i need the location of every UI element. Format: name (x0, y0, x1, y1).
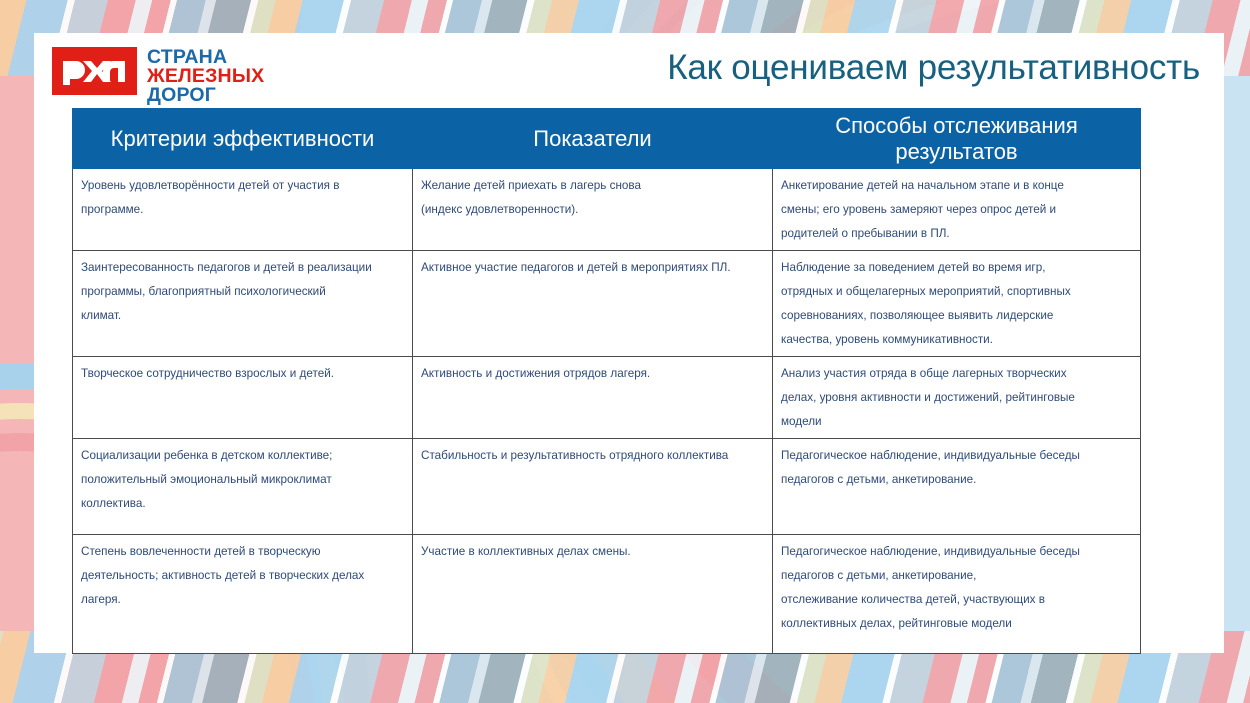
logo-line-1: СТРАНА (147, 46, 228, 68)
cell-indicators: Участие в коллективных делах смены. (412, 533, 773, 654)
cell-text-line: Анализ участия отряда в обще лагерных тв… (781, 366, 1067, 380)
cell-criteria: Социализации ребенка в детском коллектив… (72, 437, 413, 535)
cell-text-line: Анкетирование детей на начальном этапе и… (781, 179, 1064, 192)
cell-text-line: программе. (81, 202, 144, 216)
cell-text-line: Стабильность и результативность отрядног… (421, 448, 729, 462)
cell-text-line: коллективных делах, рейтинговые модели (781, 616, 1012, 630)
rzd-logo: СТРАНА ЖЕЛЕЗНЫХ ДОРОГ (52, 47, 264, 105)
cell-text-line: делах, уровня активности и достижений, р… (781, 390, 1075, 404)
criteria-table-wrapper: Критерии эффективности Показатели Способ… (72, 108, 1141, 654)
cell-text-line: родителей о пребывании в ПЛ. (781, 226, 950, 240)
cell-methods: Педагогическое наблюдение, индивидуальны… (772, 533, 1141, 654)
cell-indicators: Желание детей приехать в лагерь снова (ин… (412, 168, 773, 251)
table-row: Социализации ребенка в детском коллектив… (72, 437, 1141, 535)
cell-criteria: Степень вовлеченности детей в творческую… (72, 533, 413, 654)
cell-text-line: положительный эмоциональный микроклимат (81, 472, 332, 486)
table-header-row: Критерии эффективности Показатели Способ… (72, 108, 1141, 169)
column-header-criteria: Критерии эффективности (72, 108, 413, 169)
cell-methods: Наблюдение за поведением детей во время … (772, 249, 1141, 357)
column-header-indicators: Показатели (412, 108, 773, 169)
table-row: Заинтересованность педагогов и детей в р… (72, 249, 1141, 357)
cell-text-line: программы, благоприятный психологический (81, 284, 326, 298)
cell-text-line: отслеживание количества детей, участвующ… (781, 592, 1045, 606)
cell-text-line: отрядных и общелагерных мероприятий, спо… (781, 284, 1071, 298)
logo-wordmark: СТРАНА ЖЕЛЕЗНЫХ ДОРОГ (147, 47, 264, 105)
column-header-methods: Способы отслеживания результатов (772, 108, 1141, 169)
criteria-table: Критерии эффективности Показатели Способ… (72, 108, 1141, 654)
table-row: Творческое сотрудничество взрослых и дет… (72, 355, 1141, 439)
cell-text-line: Наблюдение за поведением детей во время … (781, 260, 1046, 274)
cell-criteria: Уровень удовлетворённости детей от участ… (72, 168, 413, 251)
cell-methods: Педагогическое наблюдение, индивидуальны… (772, 437, 1141, 535)
cell-text-line: коллектива. (81, 496, 146, 510)
cell-text-line: климат. (81, 308, 122, 322)
cell-text-line: модели (781, 414, 822, 428)
cell-text-line: педагогов с детьми, анкетирование, (781, 568, 977, 582)
cell-text-line: Желание детей приехать в лагерь снова (421, 179, 641, 192)
cell-text-line: Педагогическое наблюдение, индивидуальны… (781, 448, 1080, 462)
cell-text-line: Уровень удовлетворённости детей от участ… (81, 179, 340, 192)
cell-text-line: Активное участие педагогов и детей в мер… (421, 260, 731, 274)
cell-text-line: Социализации ребенка в детском коллектив… (81, 448, 333, 462)
cell-indicators: Активность и достижения отрядов лагеря. (412, 355, 773, 439)
table-row: Уровень удовлетворённости детей от участ… (72, 168, 1141, 251)
cell-criteria: Заинтересованность педагогов и детей в р… (72, 249, 413, 357)
logo-line-3: ДОРОГ (147, 83, 217, 106)
cell-text-line: качества, уровень коммуникативности. (781, 332, 993, 346)
cell-text-line: Педагогическое наблюдение, индивидуальны… (781, 544, 1080, 558)
cell-text-line: педагогов с детьми, анкетирование. (781, 472, 977, 486)
table-body: Уровень удовлетворённости детей от участ… (72, 168, 1141, 654)
cell-indicators: Активное участие педагогов и детей в мер… (412, 249, 773, 357)
cell-text-line: деятельность; активность детей в творчес… (81, 568, 365, 582)
rzd-monogram-icon (52, 47, 137, 95)
cell-indicators: Стабильность и результативность отрядног… (412, 437, 773, 535)
cell-text-line: смены; его уровень замеряют через опрос … (781, 202, 1057, 216)
cell-text-line: Заинтересованность педагогов и детей в р… (81, 260, 372, 274)
page-title: Как оцениваем результативность (667, 48, 1200, 87)
cell-methods: Анализ участия отряда в обще лагерных тв… (772, 355, 1141, 439)
cell-text-line: Участие в коллективных делах смены. (421, 544, 631, 558)
cell-text-line: Творческое сотрудничество взрослых и дет… (81, 366, 334, 380)
cell-text-line: Активность и достижения отрядов лагеря. (421, 366, 651, 380)
cell-text-line: соревнованиях, позволяющее выявить лидер… (781, 308, 1054, 322)
cell-criteria: Творческое сотрудничество взрослых и дет… (72, 355, 413, 439)
table-row: Степень вовлеченности детей в творческую… (72, 533, 1141, 654)
cell-text-line: лагеря. (81, 592, 121, 606)
logo-line-2: ЖЕЛЕЗНЫХ (147, 64, 265, 87)
cell-methods: Анкетирование детей на начальном этапе и… (772, 168, 1141, 251)
cell-text-line: (индекс удовлетворенности). (421, 202, 579, 216)
cell-text-line: Степень вовлеченности детей в творческую (81, 544, 321, 558)
